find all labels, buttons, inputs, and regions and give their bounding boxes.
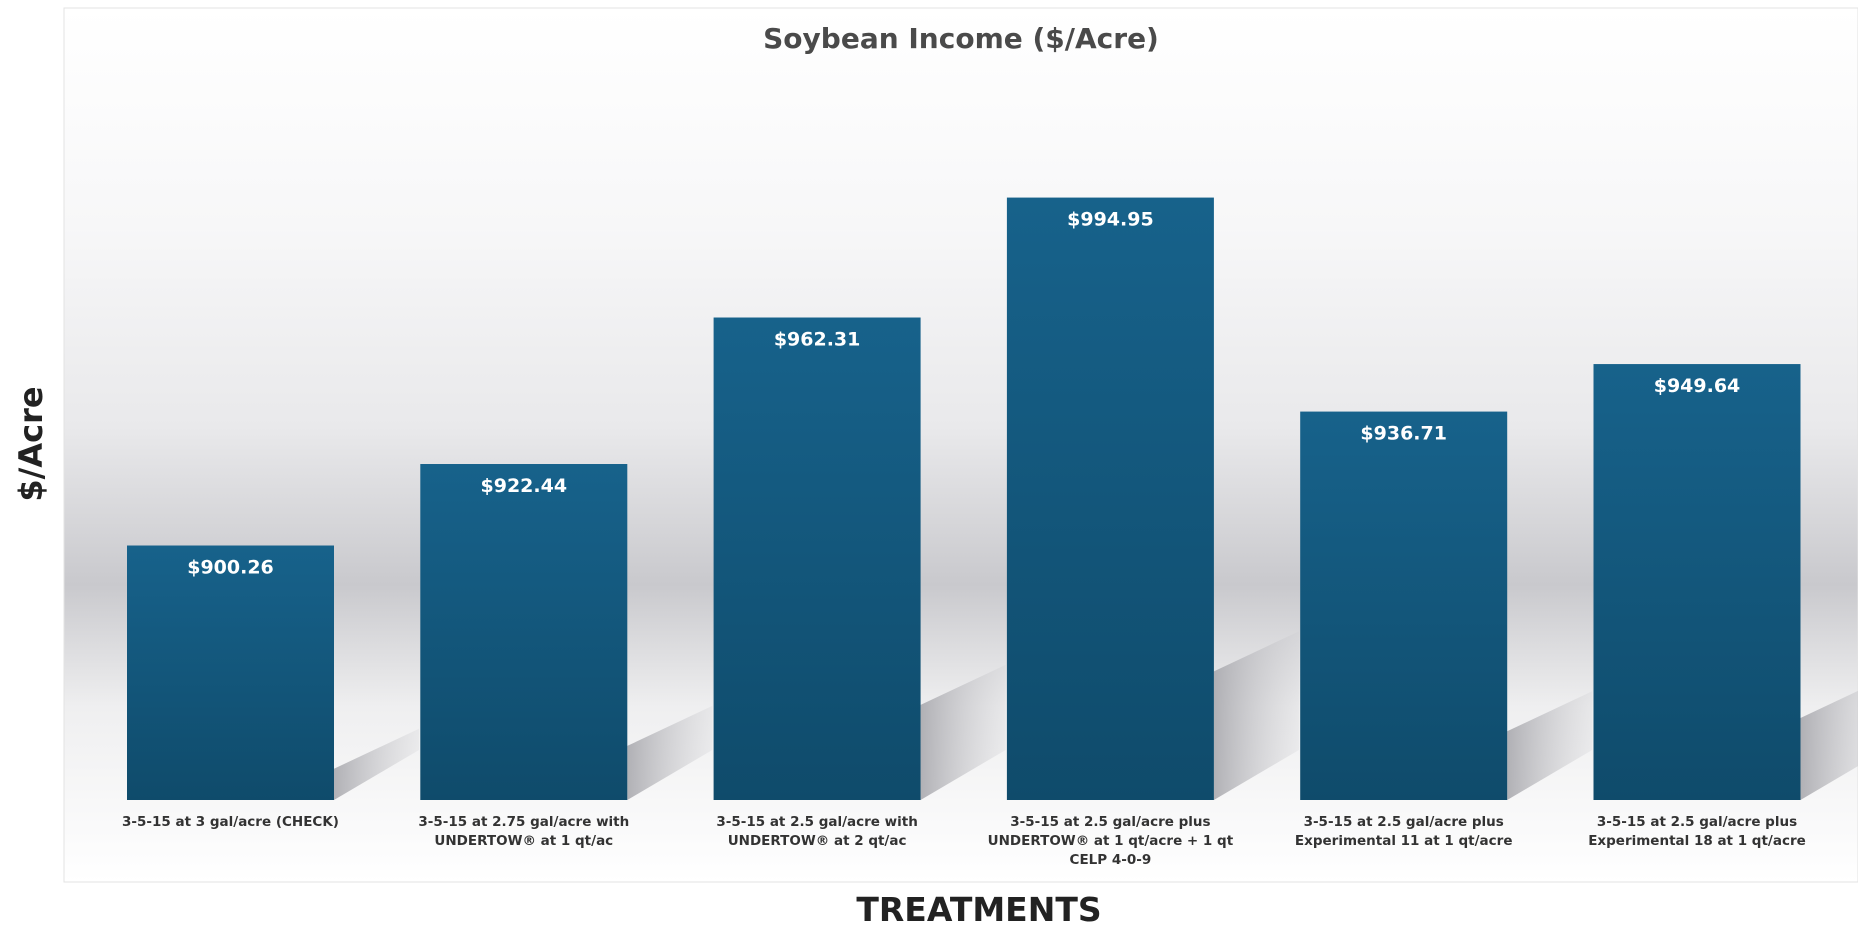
y-axis-label: $/Acre [12, 386, 50, 501]
value-label: $900.26 [187, 557, 274, 579]
bar-shadow [920, 664, 1006, 800]
category-tick-label: 3-5-15 at 2.5 gal/acre plus [1597, 814, 1797, 830]
category-tick-label: CELP 4-0-9 [1070, 852, 1152, 868]
category-tick-label: 3-5-15 at 3 gal/acre (CHECK) [122, 814, 339, 830]
value-label: $922.44 [481, 475, 568, 497]
value-label: $949.64 [1654, 375, 1741, 397]
bar-shadow [627, 705, 713, 800]
category-tick-label: UNDERTOW® at 2 qt/ac [728, 833, 907, 849]
category-tick-label: UNDERTOW® at 1 qt/ac [434, 833, 613, 849]
value-label: $936.71 [1360, 423, 1447, 445]
category-tick-label: 3-5-15 at 2.5 gal/acre plus [1304, 814, 1504, 830]
category-tick-label: UNDERTOW® at 1 qt/acre + 1 qt [988, 833, 1234, 849]
bar [127, 545, 334, 800]
bar [1593, 364, 1801, 800]
category-tick-label: Experimental 11 at 1 qt/acre [1295, 833, 1513, 849]
bar [713, 317, 921, 800]
x-axis-label: TREATMENTS [856, 890, 1101, 926]
value-label: $962.31 [774, 329, 861, 351]
bar-shadows [334, 631, 1858, 800]
value-labels: $900.26 $922.44 $962.31 $994.95 $936.71 $949.… [187, 209, 1740, 579]
bars [127, 197, 1801, 800]
chart-title: Soybean Income ($/Acre) [763, 22, 1159, 55]
category-tick-label: 3-5-15 at 2.5 gal/acre plus [1010, 814, 1210, 830]
bar-shadow [1213, 631, 1299, 800]
bar-shadow [334, 728, 419, 800]
bar [420, 464, 628, 800]
bar [1300, 411, 1508, 800]
category-tick-label: 3-5-15 at 2.5 gal/acre with [716, 814, 917, 830]
category-tick-labels: 3-5-15 at 3 gal/acre (CHECK) 3-5-15 at 2.… [122, 814, 1806, 868]
value-label: $994.95 [1067, 209, 1154, 231]
bar-shadow [1507, 691, 1593, 800]
category-tick-label: 3-5-15 at 2.75 gal/acre with [418, 814, 629, 830]
category-tick-label: Experimental 18 at 1 qt/acre [1588, 833, 1806, 849]
bar-shadow [1800, 690, 1858, 800]
bar [1006, 197, 1214, 800]
